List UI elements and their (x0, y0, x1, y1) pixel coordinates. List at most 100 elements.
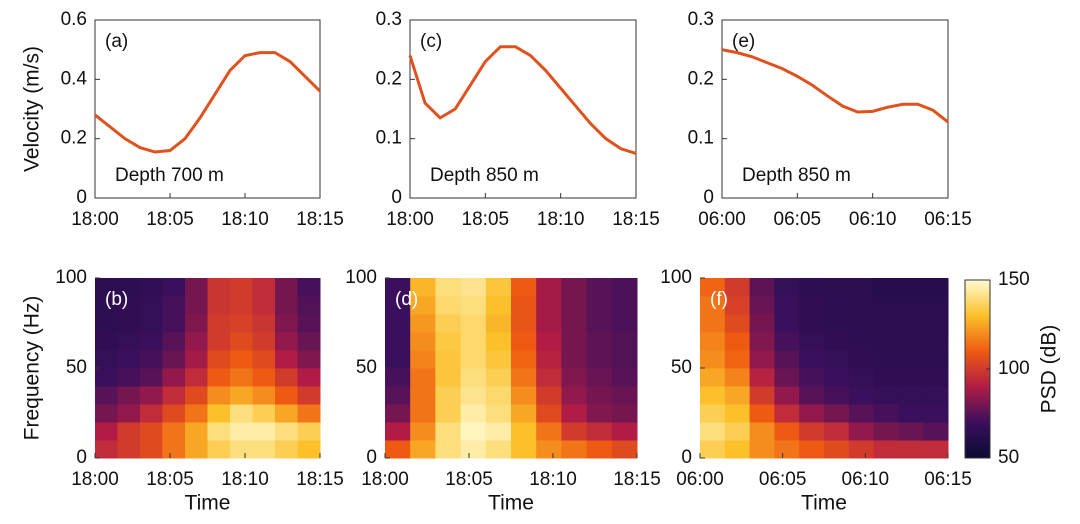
heatmap-cell (586, 440, 613, 459)
heatmap-cell (162, 386, 186, 405)
x-tick-label: 06:15 (924, 209, 972, 230)
heatmap-cell (561, 332, 588, 351)
heatmap-cell (230, 368, 253, 387)
heatmap-cell (185, 422, 208, 441)
x-tick-label: 18:10 (221, 469, 269, 490)
velocity-line (94, 51, 322, 154)
heatmap-cell (898, 314, 924, 333)
y-tick-label: 50 (66, 357, 87, 378)
heatmap-cell (923, 422, 949, 441)
x-tick-label: 18:15 (296, 209, 344, 230)
heatmap-cell (275, 278, 298, 297)
heatmap-cell (700, 404, 726, 423)
heatmap-cell (799, 404, 825, 423)
heatmap-cell (561, 440, 588, 459)
y-tick-label: 0.2 (688, 68, 714, 89)
depth-label: Depth 700 m (115, 165, 224, 186)
heatmap-cell (435, 350, 462, 369)
panel: 06:00 06:05 06:10 06:15 0 50 100 (f) Time (660, 267, 971, 515)
panel: 06:00 06:05 06:10 06:15 0 0.1 0.2 0.3 Depth 850 … (688, 9, 972, 230)
heatmap-cell (95, 296, 118, 315)
depth-label: Depth 850 m (430, 165, 539, 186)
heatmap-cell (749, 314, 775, 333)
heatmap-cell (117, 404, 141, 423)
heatmap-cell (485, 368, 512, 387)
heatmap-cell (923, 350, 949, 369)
heatmap-cell (898, 404, 924, 423)
heatmap-cell (460, 314, 487, 333)
heatmap-cell (511, 278, 537, 297)
heatmap-cell (162, 314, 186, 333)
heatmap-cell (898, 422, 924, 441)
heatmap-cell (923, 368, 949, 387)
heatmap-cell (95, 368, 118, 387)
heatmap-cell (724, 368, 751, 387)
heatmap-cell (536, 386, 562, 405)
heatmap-cell (207, 440, 231, 459)
heatmap-cell (700, 368, 726, 387)
heatmap-cell (230, 314, 253, 333)
heatmap-cell (824, 440, 850, 459)
heatmap-cell (95, 440, 118, 459)
x-tick-label: 18:00 (71, 469, 119, 490)
heatmap-cell (536, 278, 562, 297)
heatmap-cell (485, 440, 512, 459)
heatmap-cell (848, 332, 875, 351)
heatmap-cell (252, 422, 276, 441)
heatmap-cell (435, 278, 462, 297)
heatmap-cell (95, 314, 118, 333)
panel: 18:00 18:05 18:10 18:15 0 50 100 (b) Frequency (… (21, 267, 344, 515)
x-tick-label: 06:10 (849, 209, 897, 230)
heatmap-cell (435, 386, 462, 405)
x-axis-label: Time (801, 492, 847, 515)
heatmap-cell (586, 314, 613, 333)
panel: 18:00 18:05 18:10 18:15 0 0.1 0.2 0.3 Depth 850 … (376, 9, 660, 230)
heatmap-cell (873, 314, 899, 333)
heatmap-cell (435, 440, 462, 459)
colorbar-tick-label: 100 (998, 358, 1030, 379)
x-tick-label: 18:15 (612, 209, 660, 230)
heatmap-cell (252, 386, 276, 405)
heatmap-cell (586, 350, 613, 369)
y-tick-label: 0.1 (376, 128, 402, 149)
heatmap-cell (117, 278, 141, 297)
x-tick-label: 18:00 (386, 209, 434, 230)
heatmap-cell (749, 278, 775, 297)
heatmap-cell (435, 368, 462, 387)
heatmap-cell (700, 278, 726, 297)
heatmap-cell (611, 332, 638, 351)
heatmap-cell (586, 404, 613, 423)
heatmap-cell (230, 350, 253, 369)
heatmap-cell (95, 278, 118, 297)
heatmap-cell (485, 332, 512, 351)
panel-label: (e) (732, 31, 755, 52)
heatmap-cell (207, 422, 231, 441)
heatmap-cell (460, 386, 487, 405)
heatmap-cell (207, 404, 231, 423)
heatmap-cell (824, 314, 850, 333)
heatmap-cell (230, 386, 253, 405)
heatmap-cell (460, 422, 487, 441)
y-tick-label: 0.4 (61, 68, 88, 89)
heatmap-cell (435, 404, 462, 423)
colorbar-tick-label: 50 (998, 447, 1019, 468)
heatmap-cell (586, 332, 613, 351)
heatmap-cell (749, 350, 775, 369)
heatmap-cell (460, 296, 487, 315)
heatmap-cell (297, 278, 321, 297)
heatmap-cell (873, 278, 899, 297)
heatmap-cell (799, 440, 825, 459)
heatmap-cell (511, 422, 537, 441)
heatmap-cell (848, 422, 875, 441)
x-tick-label: 06:10 (842, 469, 890, 490)
heatmap-cell (561, 296, 588, 315)
heatmap-cell (923, 332, 949, 351)
heatmap-cell (410, 440, 436, 459)
heatmap-cell (410, 386, 436, 405)
y-tick-label: 50 (671, 357, 692, 378)
heatmap-cell (774, 404, 800, 423)
heatmap-cell (898, 332, 924, 351)
heatmap-cell (586, 278, 613, 297)
heatmap-cell (611, 350, 638, 369)
heatmap-cell (117, 440, 141, 459)
